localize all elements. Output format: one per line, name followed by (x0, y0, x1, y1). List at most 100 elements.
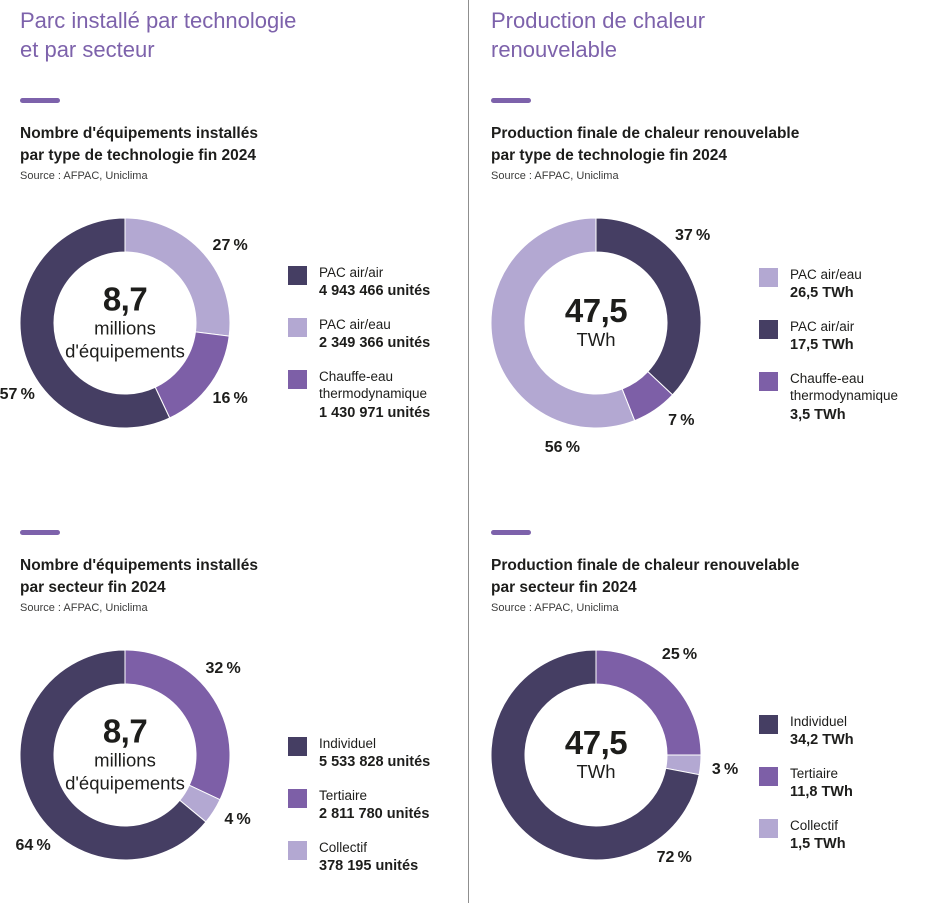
chart-row: 8,7 millions d'équipements 27 % 16 % 57 % … (0, 208, 468, 448)
section-equipments-by-sector: Nombre d'équipements installés par secte… (15, 529, 468, 891)
right-column-title: Production de chaleur renouvelable (491, 6, 941, 65)
segment-percent-label: 7 % (668, 411, 695, 429)
legend-label: PAC air/air (790, 318, 855, 334)
chart-title: Production finale de chaleur renouvelabl… (491, 123, 941, 167)
donut-wrap: 47,5 TWh 25 % 3 % 72 % (491, 640, 751, 880)
legend: PAC air/air 4 943 466 unités PAC air/eau… (288, 264, 456, 438)
legend-swatch (288, 265, 307, 285)
left-column: Parc installé par technologie et par sec… (0, 0, 468, 903)
legend-value: 4 943 466 unités (319, 283, 431, 300)
left-title-line-2: et par secteur (20, 37, 155, 63)
donut-wrap: 47,5 TWh 37 % 7 % 56 % (491, 208, 751, 456)
donut-center-label: 8,7 millions d'équipements (50, 712, 200, 795)
chart-title-line-1: Nombre d'équipements installés (20, 556, 258, 574)
legend-item: Chauffe-eau thermodynamique 1 430 971 un… (288, 368, 456, 424)
legend-item: Collectif 1,5 TWh (759, 817, 927, 855)
section-dash (20, 97, 60, 103)
donut-center-value: 8,7 (102, 712, 148, 750)
chart-source: Source : AFPAC, Uniclima (491, 601, 619, 614)
legend-item: PAC air/eau 2 349 366 unités (288, 316, 456, 354)
segment-percent-label: 16 % (212, 389, 248, 407)
donut-center-value: 8,7 (102, 280, 148, 318)
legend-swatch (759, 766, 778, 786)
chart-row: 8,7 millions d'équipements 32 % 4 % 64 % I… (15, 640, 468, 891)
chart-title-line-2: par secteur fin 2024 (491, 578, 637, 596)
donut-segment-pac-air-eau (491, 217, 636, 428)
legend-value: 5 533 828 unités (319, 754, 431, 771)
donut-center-sub: TWh (576, 329, 616, 351)
legend-label: PAC air/air (319, 264, 384, 280)
donut-center-sub: d'équipements (65, 340, 185, 362)
legend: PAC air/eau 26,5 TWh PAC air/air 17,5 TW… (759, 266, 927, 440)
legend-value: 17,5 TWh (790, 337, 854, 354)
legend-label: Collectif (319, 839, 368, 855)
segment-percent-label: 56 % (544, 439, 580, 457)
segment-percent-label: 32 % (205, 660, 241, 678)
legend-label: Chauffe-eau thermodynamique (319, 368, 428, 402)
legend-item: Collectif 378 195 unités (288, 839, 456, 877)
legend-label: Individuel (319, 735, 377, 751)
donut-wrap: 8,7 millions d'équipements 32 % 4 % 64 % (15, 640, 280, 880)
legend-value: 1,5 TWh (790, 836, 846, 853)
chart-title-line-2: par secteur fin 2024 (20, 578, 166, 596)
legend-swatch (759, 818, 778, 838)
donut-center-label: 47,5 TWh (521, 291, 671, 352)
legend-item: Individuel 5 533 828 unités (288, 735, 456, 773)
right-title-line-2: renouvelable (491, 37, 617, 63)
donut-center-label: 8,7 millions d'équipements (50, 280, 200, 363)
legend-swatch (759, 319, 778, 339)
legend-item: Tertiaire 2 811 780 unités (288, 787, 456, 825)
chart-title: Nombre d'équipements installés par type … (20, 123, 468, 167)
donut-center-label: 47,5 TWh (521, 725, 671, 784)
legend-swatch (759, 371, 778, 391)
legend-value: 34,2 TWh (790, 732, 854, 749)
chart-title: Production finale de chaleur renouvelabl… (491, 555, 941, 599)
chart-title-line-1: Production finale de chaleur renouvelabl… (491, 556, 800, 574)
right-column: Production de chaleur renouvelable Produ… (469, 0, 941, 903)
donut-chart (491, 649, 701, 860)
legend-label: PAC air/eau (319, 316, 391, 332)
donut-center-sub: millions (94, 317, 156, 339)
segment-percent-label: 25 % (661, 645, 698, 663)
legend-value: 26,5 TWh (790, 285, 854, 302)
section-dash (491, 529, 531, 535)
donut-segment-individuel (491, 649, 700, 860)
legend-item: PAC air/air 4 943 466 unités (288, 264, 456, 302)
section-equipments-by-technology: Nombre d'équipements installés par type … (0, 97, 468, 448)
chart-title-line-2: par type de technologie fin 2024 (491, 146, 728, 164)
legend-item: PAC air/eau 26,5 TWh (759, 266, 927, 304)
legend-value: 3,5 TWh (790, 406, 846, 423)
legend-swatch (759, 714, 778, 734)
donut-center-value: 47,5 (564, 291, 628, 329)
left-title-line-1: Parc installé par technologie (20, 8, 297, 33)
donut-center-sub: millions (94, 749, 156, 771)
section-production-by-sector: Production finale de chaleur renouvelabl… (491, 529, 941, 880)
donut-center-sub: d'équipements (65, 772, 185, 794)
donut-segment-individuel (20, 649, 207, 860)
column-divider (468, 0, 469, 903)
legend: Individuel 34,2 TWh Tertiaire 11,8 TWh C… (759, 713, 927, 869)
chart-title-line-1: Nombre d'équipements installés (20, 124, 258, 142)
segment-percent-label: 27 % (212, 237, 248, 255)
legend-item: PAC air/air 17,5 TWh (759, 318, 927, 356)
donut-center-sub: TWh (576, 761, 616, 783)
chart-source: Source : AFPAC, Uniclima (491, 169, 619, 182)
legend-item: Individuel 34,2 TWh (759, 713, 927, 751)
section-dash (20, 529, 60, 535)
legend-swatch (288, 317, 307, 337)
segment-percent-label: 72 % (656, 849, 692, 867)
donut-chart (491, 217, 701, 428)
chart-title-line-1: Production finale de chaleur renouvelabl… (491, 124, 800, 142)
legend-value: 1 430 971 unités (319, 404, 431, 421)
chart-title-line-2: par type de technologie fin 2024 (20, 146, 257, 164)
donut-segment-pac-air-air (595, 217, 701, 396)
segment-percent-label: 37 % (674, 226, 711, 244)
donut-chart (20, 217, 230, 428)
chart-title: Nombre d'équipements installés par secte… (20, 555, 468, 599)
legend-item: Chauffe-eau thermodynamique 3,5 TWh (759, 370, 927, 426)
legend-label: Chauffe-eau thermodynamique (790, 370, 899, 404)
donut-segment-pac-air-air (20, 217, 171, 428)
legend-label: PAC air/eau (790, 266, 862, 282)
legend-label: Collectif (790, 817, 839, 833)
